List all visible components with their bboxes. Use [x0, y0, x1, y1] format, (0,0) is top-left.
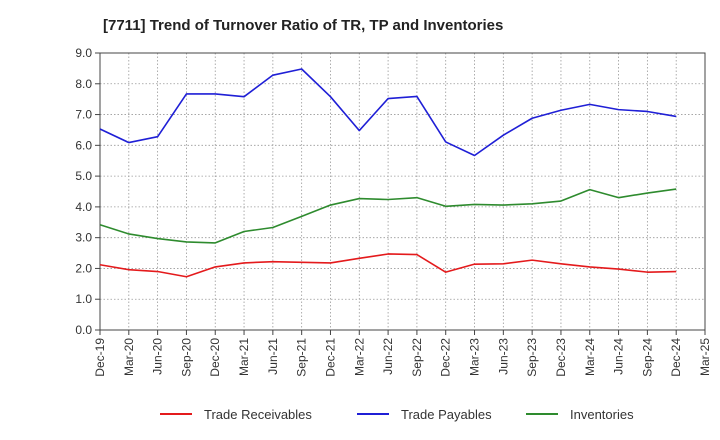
- x-tick-label: Mar-25: [698, 338, 712, 376]
- legend-label: Inventories: [570, 407, 634, 422]
- x-tick-label: Sep-24: [640, 338, 654, 377]
- series-line-inventories: [99, 188, 677, 244]
- x-tick-label: Sep-23: [525, 338, 539, 377]
- x-tick-label: Jun-24: [612, 338, 626, 375]
- x-tick-label: Dec-23: [554, 338, 568, 377]
- x-tick-label: Mar-21: [237, 338, 251, 376]
- y-tick-label: 9.0: [75, 46, 92, 60]
- y-tick-label: 8.0: [75, 77, 92, 91]
- series-line-trade-payables: [99, 68, 677, 157]
- legend-label: Trade Receivables: [204, 407, 312, 422]
- plot-frame: [99, 52, 706, 331]
- x-tick-label: Jun-21: [266, 338, 280, 375]
- axes: 0.0 1.0 2.0 3.0 4.0 5.0 6.0 7.0 8.0 9.0 Dec-19 Mar-…: [75, 46, 712, 377]
- x-tick-label: Dec-22: [439, 338, 453, 377]
- y-tick-label: 2.0: [75, 261, 92, 275]
- legend-label: Trade Payables: [401, 407, 492, 422]
- y-tick-label: 1.0: [75, 292, 92, 306]
- chart-title: [7711] Trend of Turnover Ratio of TR, TP…: [103, 17, 503, 34]
- x-tick-label: Jun-20: [151, 338, 165, 375]
- series-line-trade-receivables: [99, 253, 677, 278]
- x-tick-label: Mar-23: [468, 338, 482, 376]
- series-lines: [99, 68, 677, 278]
- x-tick-label: Dec-21: [323, 338, 337, 377]
- x-tick-label: Mar-20: [122, 338, 136, 376]
- x-tick-label: Mar-22: [352, 338, 366, 376]
- x-tick-label: Sep-20: [179, 338, 193, 377]
- y-tick-label: 4.0: [75, 200, 92, 214]
- y-tick-label: 5.0: [75, 169, 92, 183]
- x-tick-label: Sep-21: [295, 338, 309, 377]
- y-tick-label: 6.0: [75, 138, 92, 152]
- x-tick-label: Jun-22: [381, 338, 395, 375]
- legend: Trade Receivables Trade Payables Inventori…: [160, 407, 634, 422]
- y-tick-label: 7.0: [75, 108, 92, 122]
- x-tick-label: Dec-20: [208, 338, 222, 377]
- y-tick-label: 0.0: [75, 323, 92, 337]
- x-tick-label: Dec-19: [93, 338, 107, 377]
- x-tick-label: Dec-24: [669, 338, 683, 377]
- x-tick-label: Sep-22: [410, 338, 424, 377]
- y-tick-label: 3.0: [75, 231, 92, 245]
- x-tick-label: Mar-24: [583, 338, 597, 376]
- x-tick-label: Jun-23: [496, 338, 510, 375]
